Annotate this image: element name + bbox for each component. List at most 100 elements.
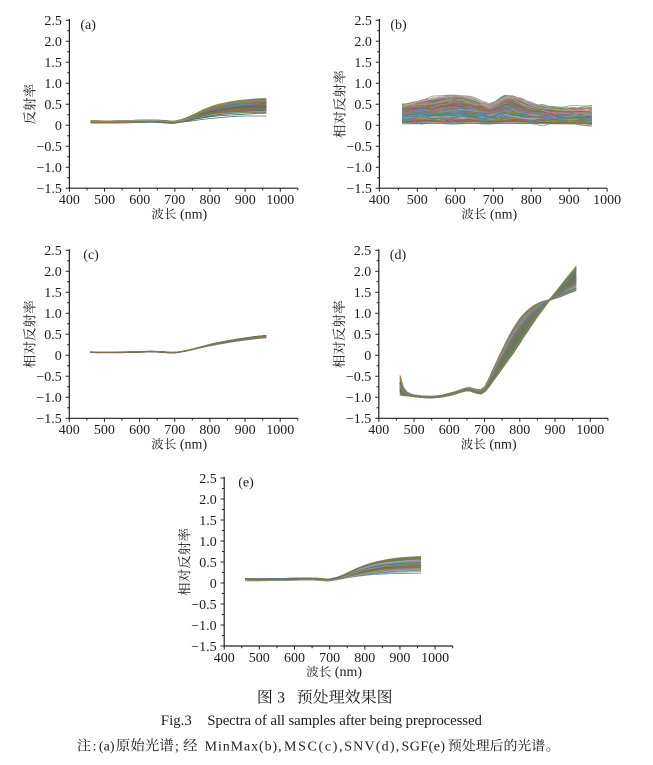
svg-text:500: 500: [249, 651, 270, 666]
svg-text:(c): (c): [83, 248, 99, 263]
svg-text:(d): (d): [390, 248, 407, 263]
svg-text:600: 600: [129, 193, 150, 208]
svg-text:3: 3: [277, 690, 285, 707]
svg-text:1.0: 1.0: [44, 307, 62, 322]
svg-text:(e): (e): [238, 476, 254, 491]
svg-text:2.5: 2.5: [44, 14, 62, 29]
svg-text:0.5: 0.5: [44, 98, 62, 113]
svg-text:700: 700: [319, 651, 340, 666]
svg-text:800: 800: [199, 423, 220, 438]
svg-text:1000: 1000: [266, 193, 294, 208]
svg-text:600: 600: [445, 193, 466, 208]
svg-text:2.0: 2.0: [44, 265, 62, 280]
svg-text:Fig.3: Fig.3: [161, 713, 192, 729]
svg-text:−0.5: −0.5: [36, 140, 61, 155]
svg-text:0.5: 0.5: [354, 98, 372, 113]
svg-text:1.0: 1.0: [354, 307, 372, 322]
svg-text:(nm): (nm): [177, 207, 208, 222]
svg-text:−1.0: −1.0: [191, 619, 216, 634]
svg-text:2.5: 2.5: [44, 244, 62, 259]
svg-text:2.5: 2.5: [354, 244, 372, 259]
svg-text:600: 600: [129, 423, 150, 438]
svg-text:−1.0: −1.0: [36, 391, 61, 406]
svg-text:(nm): (nm): [176, 438, 207, 453]
svg-text:0: 0: [365, 119, 372, 134]
svg-text:−1.5: −1.5: [346, 412, 371, 427]
svg-text:(nm): (nm): [487, 207, 518, 222]
svg-text:−0.5: −0.5: [191, 598, 216, 613]
svg-text:0: 0: [55, 349, 62, 364]
svg-text:1.0: 1.0: [44, 77, 62, 92]
svg-text:1000: 1000: [576, 423, 604, 438]
svg-text:600: 600: [439, 423, 460, 438]
svg-text:700: 700: [164, 193, 185, 208]
svg-text:MSC(c),: MSC(c),: [284, 739, 343, 754]
svg-text:1000: 1000: [421, 651, 449, 666]
svg-text:2.0: 2.0: [354, 265, 372, 280]
svg-text:2.0: 2.0: [199, 493, 217, 508]
svg-text:900: 900: [559, 193, 580, 208]
svg-text:−0.5: −0.5: [346, 140, 371, 155]
svg-text:500: 500: [404, 423, 425, 438]
svg-text:400: 400: [368, 423, 389, 438]
svg-text:1.5: 1.5: [199, 514, 217, 529]
svg-text:800: 800: [521, 193, 542, 208]
svg-text:−1.5: −1.5: [36, 182, 61, 197]
svg-text:500: 500: [407, 193, 428, 208]
svg-text:1.5: 1.5: [44, 56, 62, 71]
svg-text:0: 0: [210, 577, 217, 592]
svg-text:800: 800: [509, 423, 530, 438]
svg-text:1.5: 1.5: [354, 286, 372, 301]
svg-text:900: 900: [235, 423, 256, 438]
svg-text:2.5: 2.5: [354, 14, 372, 29]
svg-text:−1.0: −1.0: [36, 161, 61, 176]
svg-text:900: 900: [389, 651, 410, 666]
svg-text:0.5: 0.5: [354, 328, 372, 343]
svg-text:400: 400: [59, 193, 80, 208]
svg-text::: :: [93, 739, 97, 754]
svg-text:1.0: 1.0: [354, 77, 372, 92]
svg-text:SGF(e): SGF(e): [402, 739, 446, 754]
svg-text:1000: 1000: [266, 423, 294, 438]
svg-text:900: 900: [235, 193, 256, 208]
svg-text:600: 600: [284, 651, 305, 666]
svg-text:0: 0: [364, 349, 371, 364]
svg-text:−1.5: −1.5: [191, 640, 216, 655]
svg-text:2.0: 2.0: [44, 35, 62, 50]
svg-text:1000: 1000: [593, 193, 621, 208]
svg-text:400: 400: [59, 423, 80, 438]
svg-text:800: 800: [200, 193, 221, 208]
svg-text:900: 900: [545, 423, 566, 438]
svg-text:0.5: 0.5: [44, 328, 62, 343]
svg-text:(nm): (nm): [331, 665, 362, 680]
svg-text:−0.5: −0.5: [346, 370, 371, 385]
svg-text:(a): (a): [99, 739, 115, 754]
svg-text:−1.5: −1.5: [36, 412, 61, 427]
svg-text:(b): (b): [390, 18, 407, 33]
svg-text:400: 400: [369, 193, 390, 208]
svg-text:1.5: 1.5: [354, 56, 372, 71]
svg-text:500: 500: [94, 423, 115, 438]
svg-text:0: 0: [55, 119, 62, 134]
svg-text:−1.0: −1.0: [346, 161, 371, 176]
svg-text:(nm): (nm): [486, 438, 517, 453]
svg-text:2.5: 2.5: [199, 472, 217, 487]
svg-text:700: 700: [483, 193, 504, 208]
svg-text:500: 500: [94, 193, 115, 208]
svg-text:−0.5: −0.5: [36, 370, 61, 385]
svg-text:800: 800: [354, 651, 375, 666]
svg-text:1.5: 1.5: [44, 286, 62, 301]
svg-text:400: 400: [214, 651, 235, 666]
svg-text:−1.5: −1.5: [346, 182, 371, 197]
svg-text:(a): (a): [80, 18, 96, 33]
svg-text:−1.0: −1.0: [346, 391, 371, 406]
svg-text:0.5: 0.5: [199, 556, 217, 571]
svg-text:700: 700: [164, 423, 185, 438]
svg-text:SNV(d),: SNV(d),: [344, 739, 399, 754]
svg-text:1.0: 1.0: [199, 535, 217, 550]
svg-text:;: ;: [175, 739, 179, 754]
svg-text:Spectra of all samples after b: Spectra of all samples after being prepr…: [207, 713, 482, 729]
svg-text:2.0: 2.0: [354, 35, 372, 50]
svg-text:700: 700: [474, 423, 495, 438]
svg-text:MinMax(b),: MinMax(b),: [205, 739, 282, 754]
